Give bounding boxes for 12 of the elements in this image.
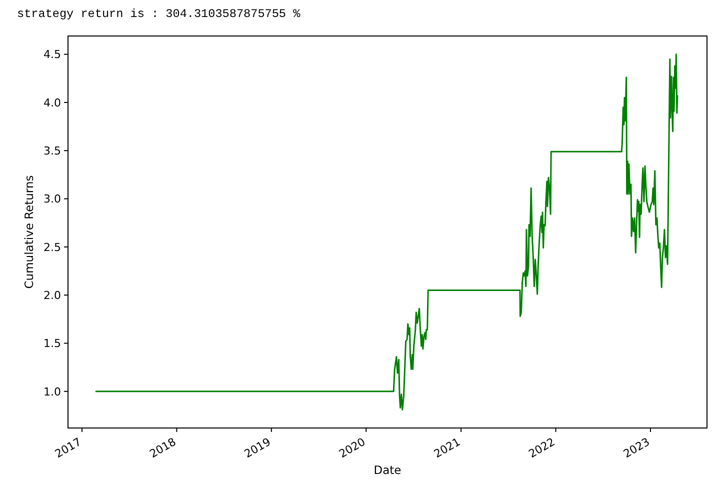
line-series	[95, 54, 678, 410]
y-tick-label: 3.5	[44, 144, 61, 158]
y-tick-label: 2.5	[44, 240, 61, 254]
y-tick-label: 3.0	[44, 192, 61, 206]
y-tick-label: 1.0	[44, 385, 61, 398]
y-tick-label: 4.0	[44, 96, 61, 110]
y-tick-label: 2.0	[44, 288, 61, 302]
y-axis-title: Cumulative Returns	[22, 175, 36, 289]
y-tick-label: 1.5	[44, 337, 61, 350]
chart-title: strategy return is : 304.3103587875755 %	[17, 7, 302, 21]
y-tick-label: 4.5	[44, 48, 61, 62]
x-axis-title: Date	[374, 463, 402, 477]
